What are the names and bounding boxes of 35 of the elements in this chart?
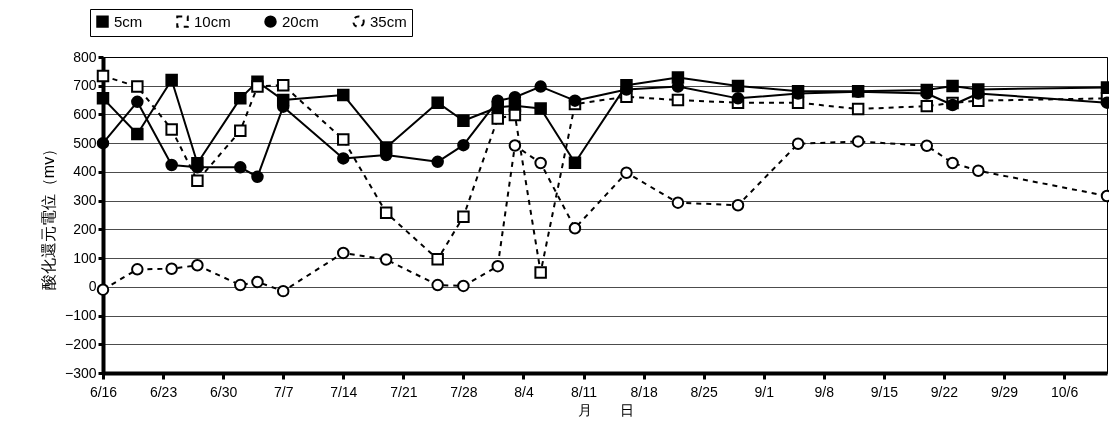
y-tick-label: 0 [88,278,97,295]
legend-label: 35cm [370,12,407,30]
x-tick-label: 10/6 [1050,383,1079,400]
y-tick-label: −200 [64,335,97,352]
x-tick-label: 9/15 [870,383,899,400]
x-tick-label: 6/23 [149,383,178,400]
x-tick-label: 9/22 [930,383,959,400]
y-tick-label: 700 [73,77,97,94]
x-tick-label: 9/1 [754,383,775,400]
y-axis-title: 酸化還元電位（mv） [39,140,57,291]
legend-label: 10cm [194,12,231,30]
x-tick-label: 9/8 [814,383,835,400]
y-tick-label: 100 [73,249,97,266]
y-tick-label: 400 [73,163,97,180]
x-tick-label: 8/18 [630,383,658,400]
x-tick-label: 7/7 [273,383,294,400]
y-tick-label: 500 [73,134,97,151]
legend-label: 20cm [282,12,319,30]
x-tick-label: 8/11 [570,383,598,400]
x-tick-label: 8/4 [514,383,534,400]
x-tick-label: 7/21 [390,383,418,400]
x-axis-title: 月 日 [577,401,634,418]
y-tick-label: −300 [64,364,97,381]
x-tick-label: 8/25 [690,383,719,400]
y-tick-label: 800 [73,48,97,65]
x-tick-label: 7/14 [330,383,358,400]
y-tick-label: 300 [73,192,97,209]
x-tick-label: 9/29 [990,383,1019,400]
y-tick-label: −100 [64,307,97,324]
x-tick-label: 6/30 [210,383,238,400]
x-tick-label: 6/16 [89,383,118,400]
y-tick-label: 600 [73,105,97,122]
x-tick-label: 7/28 [450,383,478,400]
y-tick-label: 200 [73,220,97,237]
legend-label: 5cm [114,12,143,30]
